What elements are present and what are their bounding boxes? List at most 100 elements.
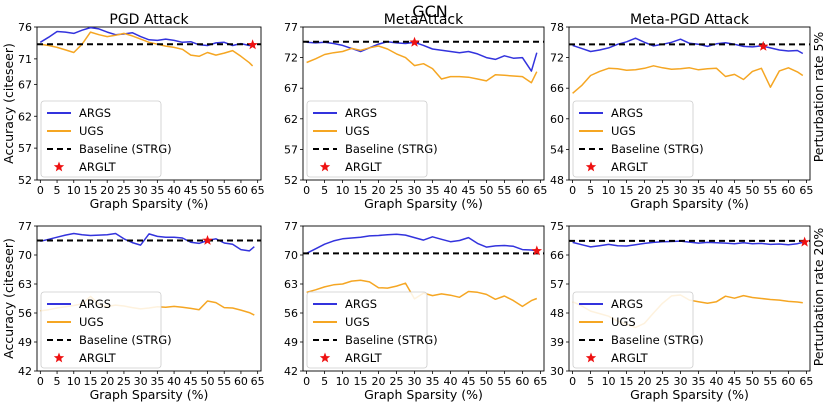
x-tick-label: 60 [515,184,529,197]
x-tick-label: 15 [620,184,634,197]
legend: ARGS UGS Baseline (STRG) ARGLT [306,100,438,178]
y-tick-label: 62 [284,113,298,126]
legend-swatch-star [53,161,65,172]
panel-title: PGD Attack [109,12,189,28]
x-tick-label: 20 [638,375,652,388]
x-tick-label: 20 [100,184,114,197]
x-tick-label: 20 [372,184,386,197]
x-tick-label: 60 [781,375,795,388]
x-tick-label: 0 [569,375,576,388]
legend-label: ARGS [611,106,643,120]
legend-label: UGS [345,124,370,138]
x-tick-label: 65 [533,184,547,197]
y-tick-label: 67 [18,78,32,91]
y-tick-label: 75 [550,220,564,233]
axes-frame [302,225,545,372]
x-tick-label: 50 [479,375,493,388]
panel-title: Meta-PGD Attack [630,12,750,28]
legend-swatch-star [319,161,331,172]
panel-title: MetaAttack [384,12,464,28]
legend-label: ARGS [611,297,643,311]
x-tick-label: 20 [372,375,386,388]
x-tick-label: 35 [425,375,439,388]
x-tick-label: 15 [354,375,368,388]
x-tick-label: 60 [234,375,248,388]
chart-panel-5: 0 5 10 15 20 25 30 35 40 45 50 55 60 65303948576675Gr… [550,220,813,402]
x-tick-label: 50 [745,184,759,197]
x-tick-label: 45 [727,184,741,197]
legend-box [40,100,162,178]
x-tick-label: 40 [709,184,723,197]
x-tick-label: 60 [234,184,248,197]
legend-label: ARGLT [611,351,649,365]
y-tick-label: 77 [18,220,32,233]
x-tick-label: 40 [443,375,457,388]
row-label-bottom: Perturbation rate 20% [811,228,826,367]
x-tick-label: 5 [54,184,61,197]
y-tick-label: 77 [284,220,298,233]
legend: ARGS UGS Baseline (STRG) ARGLT [40,100,172,178]
y-tick-label: 42 [18,365,32,378]
x-axis-label: Graph Sparsity (%) [364,387,483,402]
x-tick-label: 10 [602,375,616,388]
x-tick-label: 5 [54,375,61,388]
arglt-marker [409,36,420,47]
legend-label: ARGS [79,106,111,120]
chart-panel-3: 0 5 10 15 20 25 30 35 40 45 50 55 60 65 42 49 56 63 70 77 Gr… [1,220,265,402]
x-tick-label: 50 [201,184,215,197]
x-tick-label: 0 [37,184,44,197]
x-tick-label: 30 [674,184,688,197]
y-tick-label: 71 [18,53,32,66]
axes-frame [36,26,262,181]
legend-swatch-star [319,352,331,363]
x-tick-label: 15 [620,375,634,388]
x-tick-label: 45 [184,184,198,197]
legend-box [572,100,694,178]
y-tick-label: 52 [284,174,298,187]
x-tick-label: 35 [150,184,164,197]
plot-area [37,27,261,67]
x-axis-label: Graph Sparsity (%) [90,196,209,211]
axes-frame [568,225,811,372]
x-tick-label: 50 [479,184,493,197]
y-tick-label: 49 [18,336,32,349]
y-tick-label: 77 [284,21,298,34]
x-tick-label: 5 [321,375,328,388]
legend-label: UGS [79,315,104,329]
x-tick-label: 35 [691,375,705,388]
y-tick-label: 76 [18,21,32,34]
y-tick-label: 56 [18,307,32,320]
series-line-args [572,37,804,55]
x-tick-label: 5 [321,184,328,197]
axes-frame [302,26,545,181]
legend-label: Baseline (STRG) [79,333,172,347]
x-tick-label: 10 [336,184,350,197]
y-tick-label: 62 [18,110,32,123]
legend-label: ARGLT [79,160,117,174]
y-tick-label: 48 [550,174,564,187]
arglt-marker [531,245,542,256]
x-tick-label: 55 [763,184,777,197]
legend-label: ARGS [345,297,377,311]
legend-label: ARGS [345,106,377,120]
y-tick-label: 70 [284,249,298,262]
legend: ARGS UGS Baseline (STRG) ARGLT [572,100,704,178]
y-tick-label: 66 [550,249,564,262]
series-line-ugs [40,31,254,67]
legend-box [40,291,162,369]
x-tick-label: 35 [425,184,439,197]
y-tick-label: 72 [550,52,564,65]
x-tick-label: 10 [602,184,616,197]
series-line-ugs [306,45,538,84]
y-tick-label: 30 [550,365,564,378]
chart-panel-2: 0 5 10 15 20 25 30 35 40 45 50 55 60 65 48 54 60 66 72 78 Gr… [550,12,813,211]
y-tick-label: 67 [284,82,298,95]
x-tick-label: 45 [461,375,475,388]
x-axis-label: Graph Sparsity (%) [630,387,749,402]
legend-label: UGS [79,124,104,138]
x-tick-label: 15 [83,375,97,388]
x-tick-label: 20 [100,375,114,388]
plot-area [303,40,544,84]
x-tick-label: 35 [691,184,705,197]
x-axis-label: Graph Sparsity (%) [364,196,483,211]
